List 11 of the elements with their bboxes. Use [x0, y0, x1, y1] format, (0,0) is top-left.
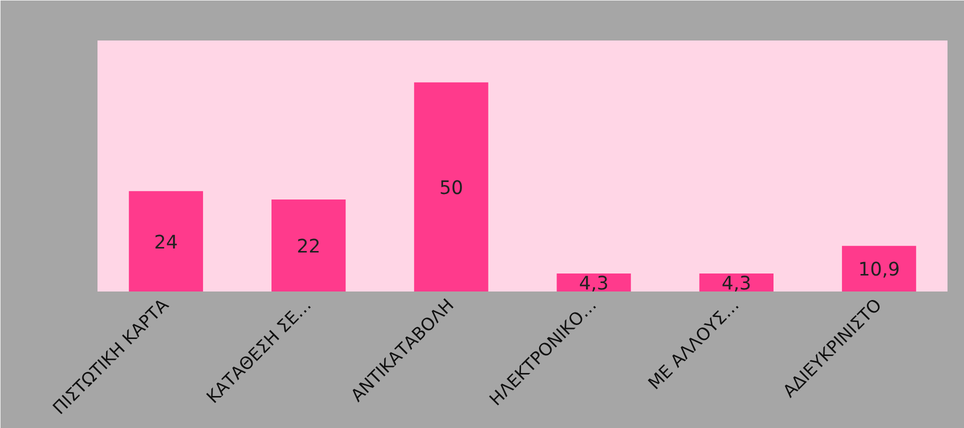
data-label: 22 — [296, 236, 320, 258]
data-label: 10,9 — [858, 260, 900, 281]
bar — [556, 274, 631, 292]
bar — [271, 199, 346, 292]
bar — [414, 82, 488, 292]
data-label: 50 — [439, 178, 464, 199]
data-label: 24 — [154, 232, 178, 254]
bar — [128, 191, 204, 292]
bar — [842, 246, 916, 292]
data-label: 4,3 — [578, 274, 609, 295]
data-label: 4,3 — [722, 274, 752, 295]
